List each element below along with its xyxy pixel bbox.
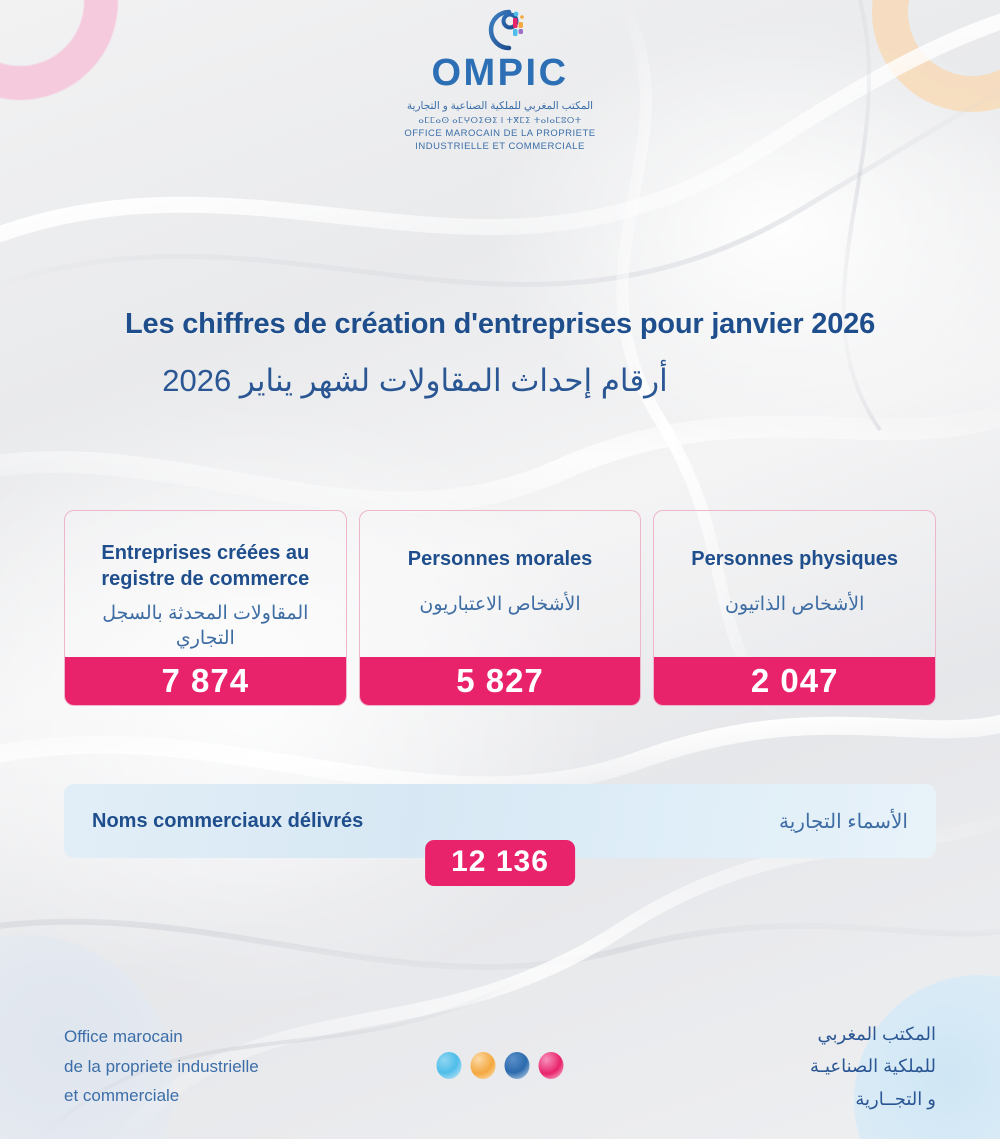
stat-card-entreprises-creees: Entreprises créées au registre de commer… [64, 510, 347, 706]
stat-card-label-french: Entreprises créées au registre de commer… [101, 542, 310, 590]
page-title-french: Les chiffres de création d'entreprises p… [125, 308, 875, 340]
logo-tagline-tifinagh: ⴰⵎⵎⴰⵙ ⴰⵎⵖⵔⵉⴱⵉ ⵏ ⵜⴳⵎⵉ ⵜⴰⵏⴰⵎⵓⵔⵜ [418, 115, 582, 126]
trade-names-panel: Noms commerciaux délivrés الأسماء التجار… [64, 784, 936, 886]
light-blue-dot-icon [436, 1051, 462, 1079]
trade-names-label-french: Noms commerciaux délivrés [92, 810, 364, 832]
logo-tagline-french-line1: OFFICE MAROCAIN DE LA PROPRIETE [404, 127, 596, 139]
footer-french-block: Office marocain de la propriete industri… [64, 1022, 364, 1111]
logo-tagline-arabic: المكتب المغربي للملكية الصناعية و التجار… [406, 100, 594, 112]
footer-arabic-line3: و التجــارية [855, 1088, 936, 1109]
stat-card-label-arabic: الأشخاص الذاتيون [724, 593, 865, 615]
ompic-logo-taglines: المكتب المغربي للملكية الصناعية و التجار… [0, 99, 1000, 154]
stat-card-label-arabic: الأشخاص الاعتباريون [419, 593, 581, 615]
stat-card-personnes-morales: Personnes morales الأشخاص الاعتباريون 5 … [358, 510, 642, 706]
orange-dot-icon [470, 1051, 496, 1079]
dark-blue-dot-icon [504, 1051, 530, 1079]
trade-names-label-arabic: الأسماء التجارية [779, 810, 908, 833]
ompic-wordmark-text: OMPIC [431, 52, 569, 94]
stat-card-label-french: Personnes physiques [691, 548, 899, 570]
footer-arabic-block: المكتب المغربي للملكية الصناعيـة و التجـ… [810, 1018, 936, 1115]
statistics-card-row: Entreprises créées au registre de commer… [64, 510, 937, 706]
stat-card-value: 5 827 [359, 657, 641, 705]
ompic-logo: OMPIC المكتب المغربي للملكية الصناعية و … [0, 4, 1000, 154]
stat-card-personnes-physiques: Personnes physiques الأشخاص الذاتيون 2 0… [653, 510, 937, 706]
logo-tagline-french-line2: INDUSTRIELLE ET COMMERCIALE [415, 141, 585, 153]
footer-french-line1: Office marocain [64, 1026, 183, 1046]
stat-card-value: 7 874 [65, 657, 346, 705]
ompic-logo-mark-icon [488, 9, 524, 51]
footer-color-dots [436, 1051, 564, 1079]
footer-french-line3: et commerciale [64, 1086, 180, 1106]
trade-names-value: 12 136 [425, 840, 575, 886]
page-footer: Office marocain de la propriete industri… [64, 1018, 936, 1115]
page-title-arabic: أرقام إحداث المقاولات لشهر يناير 2026 [162, 363, 668, 398]
stat-card-label-arabic: المقاولات المحدثة بالسجل التجاري [102, 603, 309, 649]
stat-card-label-french: Personnes morales [407, 548, 593, 570]
footer-arabic-line1: المكتب المغربي [817, 1023, 936, 1044]
stat-card-value: 2 047 [654, 657, 936, 705]
pink-dot-icon [538, 1051, 564, 1079]
footer-arabic-line2: للملكية الصناعيـة [810, 1056, 936, 1077]
page-heading: Les chiffres de création d'entreprises p… [0, 308, 1000, 399]
footer-french-line2: de la propriete industrielle [64, 1056, 259, 1076]
ompic-wordmark: OMPIC [0, 54, 1000, 92]
